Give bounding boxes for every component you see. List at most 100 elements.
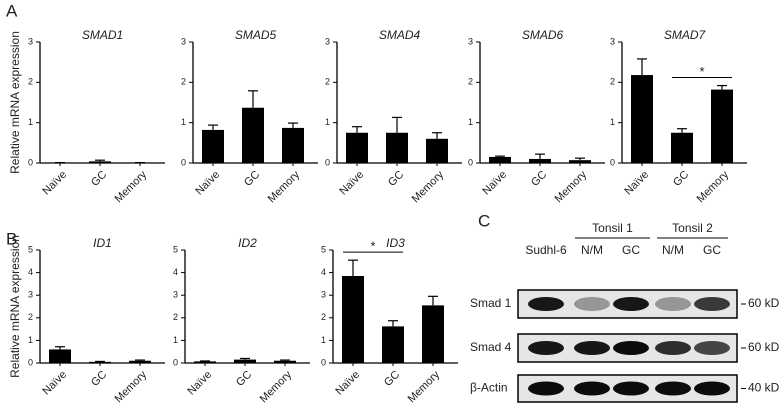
blot-band	[613, 297, 649, 311]
blot-band	[655, 381, 691, 396]
bar	[129, 360, 151, 363]
row-label: Smad 1	[470, 296, 512, 310]
chart-title: SMAD7	[664, 28, 707, 42]
y-tick-label: 2	[181, 77, 186, 87]
blot-band	[694, 297, 730, 311]
y-tick-label: 1	[325, 117, 330, 127]
bar	[89, 161, 111, 163]
x-tick-label: Memory	[695, 168, 732, 205]
y-tick-label: 0	[325, 157, 330, 167]
size-label: 40 kD	[748, 381, 780, 395]
lane-label: N/M	[581, 243, 603, 257]
blot-band	[613, 381, 649, 396]
y-tick-label: 3	[321, 290, 326, 300]
group-label: Tonsil 1	[592, 221, 633, 235]
y-axis-label: Relative mRNA expression	[8, 31, 22, 174]
bar	[382, 326, 404, 363]
bar	[49, 349, 71, 363]
y-tick-label: 0	[610, 157, 615, 167]
x-tick-label: Naïve	[40, 169, 69, 198]
y-tick-label: 3	[325, 36, 330, 46]
lane-label: GC	[703, 243, 721, 257]
bar	[346, 132, 368, 163]
chart-title: SMAD5	[235, 28, 277, 42]
y-tick-label: 1	[28, 117, 33, 127]
x-tick-label: Naïve	[333, 369, 362, 398]
x-tick-label: GC	[386, 169, 406, 189]
blot-band	[655, 297, 691, 311]
blot-band	[574, 381, 610, 396]
x-tick-label: GC	[671, 169, 691, 189]
lane-label: Sudhl-6	[525, 243, 567, 257]
y-tick-label: 4	[173, 267, 178, 277]
panel-label: B	[6, 229, 17, 248]
lane-label: N/M	[662, 243, 684, 257]
x-tick-label: Naïve	[622, 169, 651, 198]
y-tick-label: 0	[181, 157, 186, 167]
y-tick-label: 2	[173, 312, 178, 322]
bar	[426, 138, 448, 163]
x-tick-label: Naïve	[337, 169, 366, 198]
bar	[422, 305, 444, 363]
x-tick-label: GC	[242, 169, 262, 189]
y-tick-label: 2	[610, 77, 615, 87]
y-tick-label: 3	[468, 36, 473, 46]
bar	[711, 89, 733, 163]
blot-band	[613, 341, 649, 355]
y-tick-label: 0	[28, 357, 33, 367]
y-tick-label: 0	[28, 157, 33, 167]
x-tick-label: GC	[382, 369, 402, 389]
bar	[282, 127, 304, 163]
bar	[386, 132, 408, 163]
y-tick-label: 2	[321, 312, 326, 322]
blot-band	[694, 381, 730, 396]
blot-band	[574, 297, 610, 311]
y-tick-label: 1	[468, 117, 473, 127]
x-tick-label: Memory	[258, 368, 295, 405]
y-tick-label: 3	[610, 36, 615, 46]
lane-label: GC	[622, 243, 640, 257]
y-tick-label: 5	[321, 244, 326, 254]
y-tick-label: 5	[28, 244, 33, 254]
bar	[274, 360, 296, 363]
panel-label: A	[6, 1, 18, 20]
chart-title: SMAD6	[522, 28, 564, 42]
y-tick-label: 1	[181, 117, 186, 127]
y-tick-label: 1	[610, 117, 615, 127]
y-tick-label: 3	[181, 36, 186, 46]
y-tick-label: 2	[28, 77, 33, 87]
blot-band	[528, 297, 564, 311]
y-tick-label: 5	[173, 244, 178, 254]
x-tick-label: GC	[529, 169, 549, 189]
y-axis-label: Relative mRNA expression	[8, 235, 22, 378]
blot-band	[528, 381, 564, 396]
y-tick-label: 0	[468, 157, 473, 167]
y-tick-label: 2	[28, 312, 33, 322]
blot-band	[655, 341, 691, 355]
y-tick-label: 0	[173, 357, 178, 367]
chart-title: ID3	[386, 236, 405, 250]
group-label: Tonsil 2	[672, 221, 713, 235]
y-tick-label: 3	[28, 290, 33, 300]
x-tick-label: GC	[234, 369, 254, 389]
bar	[342, 275, 364, 363]
chart-title: ID2	[238, 236, 257, 250]
x-tick-label: GC	[89, 169, 109, 189]
bar	[631, 75, 653, 163]
bar	[242, 107, 264, 163]
y-tick-label: 3	[28, 36, 33, 46]
y-tick-label: 1	[173, 335, 178, 345]
y-tick-label: 4	[321, 267, 326, 277]
significance-mark: *	[370, 239, 375, 254]
y-tick-label: 0	[321, 357, 326, 367]
bar	[569, 160, 591, 163]
chart-title: SMAD4	[379, 28, 421, 42]
y-tick-label: 2	[468, 77, 473, 87]
y-tick-label: 3	[173, 290, 178, 300]
y-tick-label: 1	[28, 335, 33, 345]
bar	[529, 158, 551, 163]
x-tick-label: Memory	[410, 168, 447, 205]
bar	[671, 132, 693, 163]
chart-title: SMAD1	[82, 28, 123, 42]
